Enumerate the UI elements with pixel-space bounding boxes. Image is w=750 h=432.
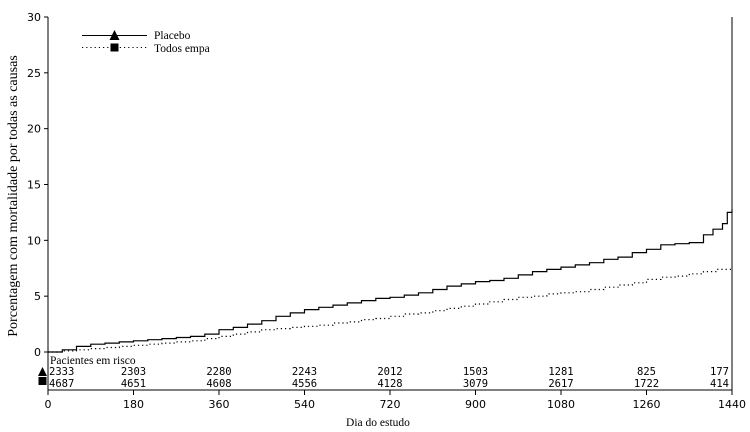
legend: Placebo Todos empa: [82, 30, 210, 55]
y-tick-label: 5: [34, 290, 41, 303]
risk-table: Pacientes em risco 2333 2303 2280 2243 2012 1…: [38, 355, 729, 390]
risk-count: 1281: [548, 366, 573, 378]
x-tick-label: 720: [380, 398, 401, 411]
y-tick-label: 0: [34, 346, 41, 359]
risk-count: 2333: [49, 366, 74, 378]
triangle-marker-icon: [38, 367, 47, 376]
x-tick-label: 900: [465, 398, 486, 411]
risk-count: 2617: [548, 378, 573, 390]
risk-table-label: Pacientes em risco: [50, 355, 136, 367]
x-axis-ticks: 0 180 360 540 720 900 1080 1260 1440: [45, 390, 746, 411]
legend-label-todos-empa: Todos empa: [154, 43, 210, 55]
risk-count: 4608: [206, 378, 231, 390]
y-tick-label: 10: [27, 234, 41, 247]
risk-count: 4651: [121, 378, 146, 390]
risk-count: 2243: [292, 366, 317, 378]
risk-count: 3079: [463, 378, 488, 390]
risk-count: 825: [637, 366, 656, 378]
risk-count: 1503: [463, 366, 488, 378]
plot-frame: [47, 17, 733, 391]
y-axis-ticks: 0 5 10 15 20 25 30: [27, 11, 48, 359]
y-axis-title: Porcentagem com mortalidade por todas as…: [6, 55, 21, 336]
series-line-todos-empa: [48, 267, 733, 353]
y-tick-label: 25: [27, 67, 41, 80]
y-tick-label: 15: [27, 179, 41, 192]
x-tick-label: 180: [123, 398, 144, 411]
x-tick-label: 0: [45, 398, 52, 411]
y-tick-label: 20: [27, 123, 41, 136]
x-axis-title: Dia do estudo: [346, 417, 410, 429]
x-tick-label: 360: [209, 398, 230, 411]
legend-label-placebo: Placebo: [154, 30, 191, 42]
risk-count: 4556: [292, 378, 317, 390]
risk-count: 2012: [377, 366, 402, 378]
risk-count: 4128: [377, 378, 402, 390]
x-tick-label: 1080: [547, 398, 575, 411]
x-tick-label: 1260: [633, 398, 661, 411]
triangle-marker-icon: [109, 30, 120, 40]
risk-count: 414: [710, 378, 729, 390]
risk-count: 2303: [121, 366, 146, 378]
y-tick-label: 30: [27, 11, 41, 24]
series-line-placebo: [48, 209, 733, 353]
risk-count: 4687: [49, 378, 74, 390]
series-layer: [48, 209, 733, 353]
risk-count: 2280: [206, 366, 231, 378]
square-marker-icon: [110, 43, 119, 52]
square-marker-icon: [38, 377, 47, 385]
x-tick-label: 540: [294, 398, 315, 411]
risk-count: 177: [710, 366, 729, 378]
risk-count: 1722: [634, 378, 659, 390]
x-tick-label: 1440: [718, 398, 746, 411]
